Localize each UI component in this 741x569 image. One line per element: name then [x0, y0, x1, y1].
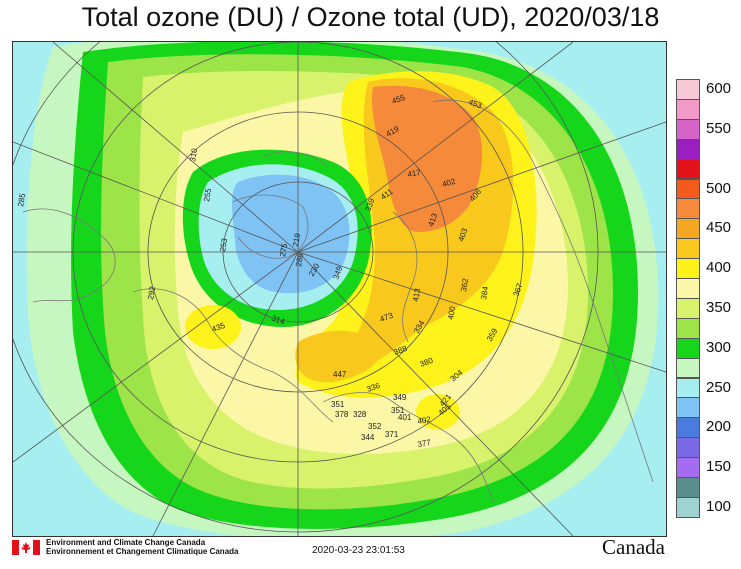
legend-swatch [676, 98, 700, 120]
legend-swatch [676, 397, 700, 419]
station-label: 336 [366, 381, 382, 394]
station-label: 435 [211, 321, 227, 334]
station-label: 401 [398, 413, 412, 422]
station-label: 349 [393, 393, 407, 402]
legend-swatch [676, 278, 700, 299]
ozone-map-svg: 455 453 419 417 411 413 402 406 403 362 … [13, 42, 666, 536]
contour-europe-yellow [416, 394, 460, 430]
legend-label: 450 [706, 219, 732, 237]
ozone-map: 455 453 419 417 411 413 402 406 403 362 … [12, 41, 667, 537]
station-label: 310 [188, 147, 199, 162]
legend-swatch [676, 218, 700, 240]
station-label: 417 [407, 168, 422, 179]
contour-atlantic-orange [295, 330, 381, 383]
station-label: 367 [511, 282, 524, 298]
legend-label: 150 [706, 458, 732, 476]
legend-swatch [676, 118, 700, 140]
station-label: 349 [331, 265, 344, 281]
station-label: 286 [294, 252, 305, 267]
legend-label: 400 [706, 259, 732, 277]
map-title: Total ozone (DU) / Ozone total (UD), 202… [81, 2, 660, 32]
station-label: 371 [385, 430, 399, 439]
contour-vortex-inner [231, 174, 350, 294]
coastlines [22, 99, 654, 503]
legend-swatch [676, 138, 700, 160]
station-label: 455 [391, 93, 407, 106]
station-label: 447 [333, 370, 347, 379]
agency-name: Environment and Climate Change Canada En… [46, 538, 238, 556]
legend-label: 100 [706, 497, 732, 515]
legend-swatch [676, 457, 700, 478]
station-label: 378 [335, 410, 349, 419]
station-label: 344 [361, 433, 375, 442]
legend-swatch [676, 377, 700, 399]
station-label: 292 [146, 285, 157, 300]
station-label: 328 [353, 410, 367, 419]
legend-label: 600 [706, 80, 732, 97]
station-label: 351 [391, 406, 405, 415]
legend-label: 300 [706, 338, 732, 356]
station-label: 402 [441, 177, 457, 189]
legend-swatch [676, 238, 700, 260]
station-label: 403 [456, 227, 469, 243]
graticule [13, 42, 666, 536]
legend-label: 200 [706, 418, 732, 436]
station-label: 384 [479, 285, 490, 300]
contour-darkorange [371, 85, 483, 232]
station-label: 362 [459, 277, 470, 292]
station-label: 400 [446, 305, 457, 320]
legend-swatch [676, 258, 700, 279]
legend-label: 500 [706, 179, 732, 197]
legend-swatch [676, 158, 700, 180]
legend-label: 250 [706, 378, 732, 396]
station-label: 314 [270, 313, 286, 326]
legend-swatch [676, 317, 700, 339]
legend-swatch [676, 178, 700, 200]
canada-wordmark: Canada [602, 535, 665, 559]
legend-swatch [676, 496, 700, 518]
agency-name-fr: Environnement et Changement Climatique C… [46, 547, 239, 556]
legend-label: 350 [706, 298, 732, 316]
legend-swatch [676, 79, 700, 100]
station-label: 377 [417, 438, 432, 449]
contour-pacific-yellow [185, 305, 241, 349]
legend-swatch [676, 477, 700, 498]
station-label: 413 [411, 287, 422, 302]
legend-swatch [676, 437, 700, 459]
legend-swatch [676, 337, 700, 359]
station-label: 380 [419, 356, 435, 369]
legend-swatch [676, 417, 700, 439]
station-label: 453 [467, 97, 483, 110]
station-label: 285 [16, 192, 27, 207]
legend-swatch [676, 198, 700, 220]
station-label: 473 [379, 311, 395, 324]
station-label: 388 [393, 344, 409, 357]
station-label: 219 [291, 232, 302, 247]
canada-flag-icon [12, 540, 40, 555]
agency-name-en: Environment and Climate Change Canada [46, 538, 206, 547]
station-label: 253 [218, 237, 229, 252]
station-label: 275 [278, 242, 289, 257]
generated-timestamp: 2020-03-23 23:01:53 [312, 545, 405, 556]
station-label: 339 [363, 197, 376, 213]
station-label: 255 [202, 187, 213, 202]
station-label: 352 [368, 422, 382, 431]
legend-swatch [676, 357, 700, 379]
station-label: 402 [417, 415, 432, 426]
station-label: 351 [331, 400, 345, 409]
legend-swatch [676, 297, 700, 319]
legend-label: 550 [706, 119, 732, 137]
station-label: 413 [426, 212, 439, 228]
